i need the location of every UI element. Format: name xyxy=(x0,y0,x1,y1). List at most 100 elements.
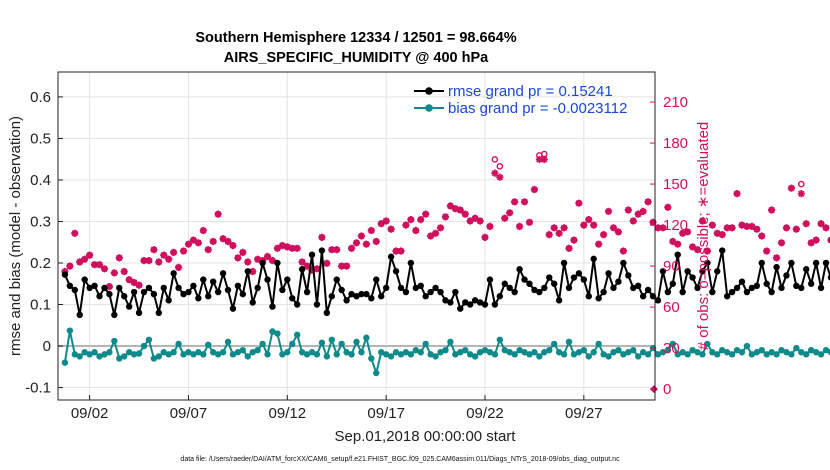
rmse-point xyxy=(723,293,731,300)
plot-frame xyxy=(57,71,656,401)
obs-evaluated-point xyxy=(466,217,474,225)
rmse-point xyxy=(615,278,622,285)
bias-point xyxy=(239,346,247,354)
bias-point xyxy=(550,340,558,348)
rmse-point xyxy=(605,270,612,277)
rmse-point xyxy=(639,293,647,300)
obs-evaluated-point xyxy=(115,254,123,262)
obs-evaluated-point xyxy=(189,236,197,244)
bias-point xyxy=(793,344,800,352)
bias-point xyxy=(313,351,321,358)
obs-evaluated-point xyxy=(501,214,509,222)
y2-tick-label: 60 xyxy=(663,299,680,316)
y2-axis-label: # of obs: o=possible; ∗=evaluated xyxy=(695,122,712,351)
obs-evaluated-point xyxy=(461,210,469,218)
bias-point xyxy=(86,351,93,358)
rmse-point xyxy=(116,284,123,292)
rmse-point xyxy=(274,259,281,267)
bias-point xyxy=(803,351,810,358)
obs-evaluated-point xyxy=(595,240,603,248)
bias-point xyxy=(679,349,686,356)
obs-evaluated-point xyxy=(555,229,563,237)
bias-point xyxy=(289,340,296,348)
rmse-point xyxy=(620,259,627,267)
rmse-point xyxy=(353,293,360,300)
bias-point xyxy=(615,346,622,354)
obs-evaluated-point xyxy=(575,199,583,207)
rmse-point xyxy=(259,259,266,267)
y-axis-label: rmse and bias (model - observation) xyxy=(7,116,24,356)
rmse-point xyxy=(748,284,756,292)
bias-point xyxy=(121,353,128,360)
bias-point xyxy=(496,336,504,343)
obs-evaluated-point xyxy=(471,214,479,222)
rmse-point xyxy=(234,282,242,290)
bias-point xyxy=(694,349,701,356)
bias-point xyxy=(639,349,647,356)
bias-point xyxy=(101,351,108,358)
bias-point xyxy=(387,353,395,360)
obs-evaluated-point xyxy=(644,198,652,206)
obs-evaluated-point xyxy=(135,281,143,289)
bias-point xyxy=(625,349,632,356)
bias-point xyxy=(738,349,746,356)
rmse-point xyxy=(407,259,415,267)
rmse-point xyxy=(195,295,202,302)
bias-point xyxy=(382,351,390,358)
x-tick-label: 09/07 xyxy=(170,405,208,422)
bias-point xyxy=(190,351,197,358)
bias-point xyxy=(704,340,711,348)
bias-point xyxy=(264,351,271,358)
obs-evaluated-point xyxy=(565,244,573,252)
obs-evaluated-point xyxy=(733,190,741,198)
bias-point xyxy=(476,349,484,356)
rmse-point xyxy=(180,290,187,298)
obs-evaluated-point xyxy=(323,259,331,267)
bias-point xyxy=(91,349,98,356)
rmse-point xyxy=(585,293,592,300)
bias-point xyxy=(709,349,716,356)
rmse-point xyxy=(516,266,523,273)
rmse-point xyxy=(363,290,370,298)
rmse-point xyxy=(135,309,143,317)
obs-evaluated-point xyxy=(308,266,316,274)
obs-evaluated-point xyxy=(214,210,222,218)
bias-point xyxy=(353,338,360,346)
bias-point xyxy=(555,349,563,356)
bias-point xyxy=(481,346,489,354)
rmse-point xyxy=(758,259,765,267)
bias-point xyxy=(66,327,74,334)
rmse-point xyxy=(397,284,405,292)
rmse-point xyxy=(205,293,212,300)
obs-evaluated-point xyxy=(165,255,173,263)
bias-point xyxy=(590,349,597,356)
bias-point xyxy=(170,349,177,356)
obs-evaluated-point xyxy=(614,228,622,236)
bias-point xyxy=(822,346,830,354)
rmse-point xyxy=(452,288,459,296)
bias-point xyxy=(71,351,79,358)
rmse-point xyxy=(778,284,785,292)
obs-evaluated-point xyxy=(95,261,104,269)
bias-point xyxy=(743,342,751,350)
bias-point xyxy=(600,351,607,358)
bias-point xyxy=(145,336,153,343)
y-tick-label: 0.2 xyxy=(30,255,51,272)
bias-point xyxy=(269,328,276,335)
y-tick-label: 0.5 xyxy=(30,130,51,147)
bias-point xyxy=(585,353,592,360)
bias-point xyxy=(595,340,602,348)
rmse-point xyxy=(200,276,207,283)
rmse-point xyxy=(239,290,247,298)
obs-evaluated-point xyxy=(407,216,415,224)
y-tick-label: 0 xyxy=(43,338,51,355)
bias-point xyxy=(630,346,637,354)
rmse-point xyxy=(659,268,667,275)
rmse-point xyxy=(219,270,227,277)
bias-point xyxy=(699,351,706,358)
rmse-point xyxy=(170,270,177,277)
obs-evaluated-point xyxy=(372,237,380,246)
rmse-point xyxy=(476,299,484,306)
obs-evaluated-point xyxy=(817,220,825,228)
rmse-point xyxy=(284,276,291,283)
